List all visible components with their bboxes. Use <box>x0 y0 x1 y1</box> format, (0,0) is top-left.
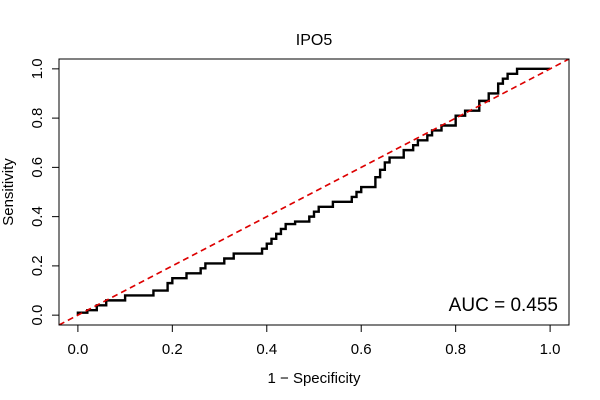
y-tick-label: 0.4 <box>29 206 46 227</box>
y-axis: 0.0 0.2 0.4 0.6 0.8 1.0 <box>29 58 60 326</box>
x-axis-label: 1 − Specificity <box>268 370 361 387</box>
x-tick-label: 0.6 <box>351 341 372 358</box>
x-tick-label: 0.0 <box>67 341 88 358</box>
x-tick-label: 1.0 <box>540 341 561 358</box>
y-tick-label: 0.6 <box>29 157 46 178</box>
plot-frame <box>58 58 570 326</box>
series-layer <box>59 59 569 325</box>
x-axis: 0.0 0.2 0.4 0.6 0.8 1.0 <box>67 324 561 358</box>
y-tick-label: 0.2 <box>29 255 46 276</box>
y-tick-label: 1.0 <box>29 58 46 79</box>
y-tick-label: 0.8 <box>29 108 46 129</box>
y-axis-label: Sensitivity <box>0 158 17 226</box>
x-tick-label: 0.2 <box>162 341 183 358</box>
reference-diagonal-line <box>59 59 569 325</box>
chart-title: IPO5 <box>296 32 333 49</box>
x-tick-label: 0.4 <box>256 341 277 358</box>
x-tick-label: 0.8 <box>445 341 466 358</box>
auc-annotation: AUC = 0.455 <box>449 295 558 316</box>
y-tick-label: 0.0 <box>29 305 46 326</box>
roc-curve-line <box>76 67 551 316</box>
